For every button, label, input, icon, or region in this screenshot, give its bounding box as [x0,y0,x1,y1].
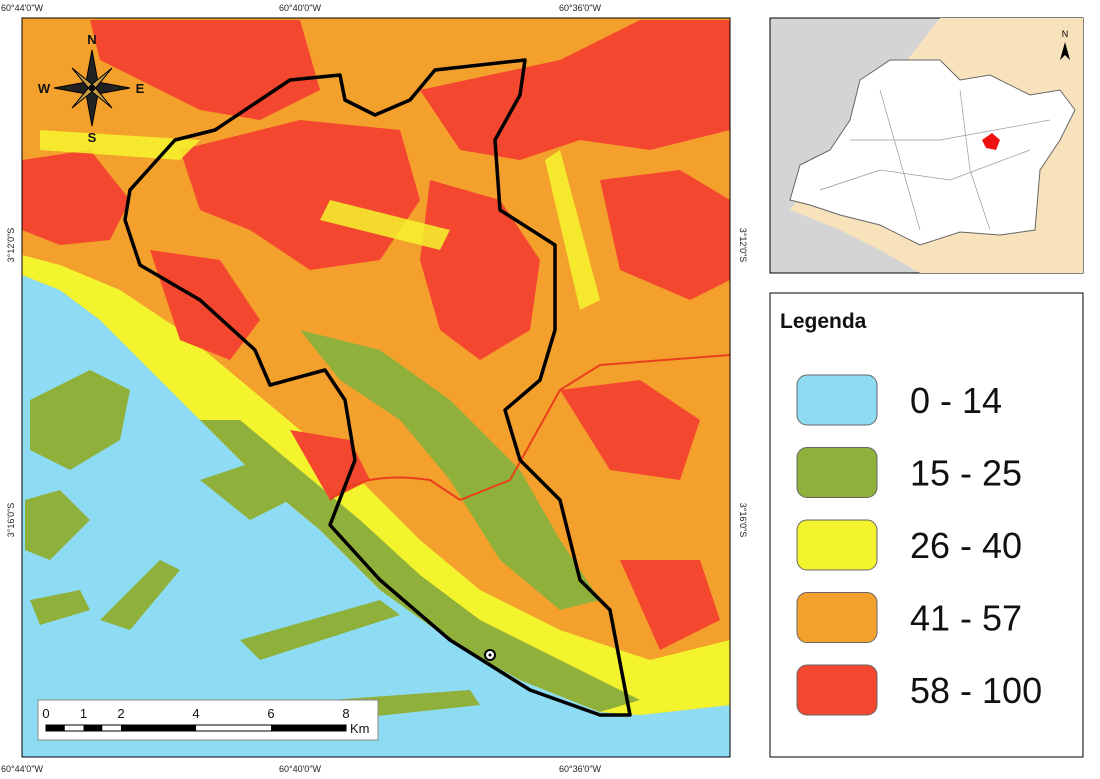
legend-swatch [796,664,878,716]
coord-left: 3°12'0"S [6,228,16,263]
compass-s: S [88,130,97,145]
coord-bottom: 60°44'0"W [1,764,44,774]
legend-label: 58 - 100 [910,670,1042,711]
legend-label: 26 - 40 [910,525,1022,566]
legend-label: 0 - 14 [910,380,1002,421]
inset-north: N [1062,29,1069,39]
scale-label: 2 [117,706,124,721]
legend-swatch [796,592,878,643]
main-map [22,18,730,757]
scale-label: 8 [342,706,349,721]
coord-right: 3°12'0"S [738,228,748,263]
scale-unit: Km [350,721,370,736]
legend-swatch [796,374,878,426]
coord-right: 3°16'0"S [738,503,748,538]
compass-n: N [87,32,96,47]
scale-bar [37,699,379,741]
legend-label: 41 - 57 [910,598,1022,639]
coord-top: 60°36'0"W [559,3,602,13]
legend-swatch [796,519,878,571]
coord-bottom: 60°40'0"W [279,764,322,774]
legend: Legenda 0 - 14 15 - 25 26 - 40 41 - 57 58 - … [769,292,1084,758]
compass-rose: N E S W [38,32,145,145]
scale-label: 0 [42,706,49,721]
legend-title: Legenda [780,310,867,333]
inset-map: N [769,17,1084,274]
coord-bottom: 60°36'0"W [559,764,602,774]
scale-label: 1 [80,706,87,721]
compass-e: E [136,81,145,96]
coord-left: 3°16'0"S [6,503,16,538]
legend-label: 15 - 25 [910,453,1022,494]
scale-label: 4 [192,706,199,721]
legend-swatch [796,447,878,498]
map-frame [21,17,731,758]
scale-label: 6 [267,706,274,721]
coord-top: 60°44'0"W [1,3,44,13]
compass-w: W [38,81,51,96]
coord-top: 60°40'0"W [279,3,322,13]
